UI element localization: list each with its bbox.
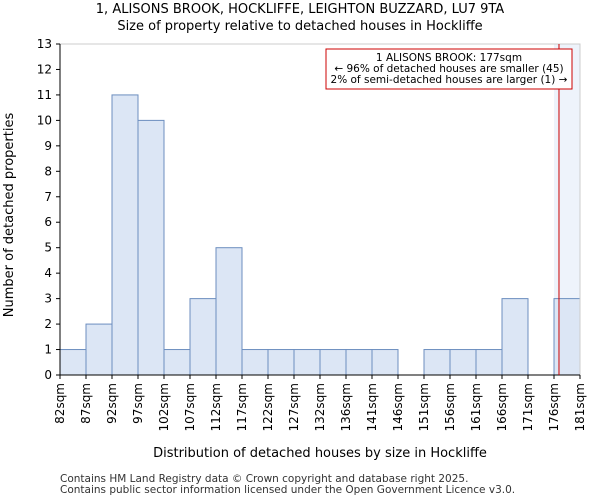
- x-tick-label: 151sqm: [417, 383, 431, 431]
- x-tick-label: 132sqm: [313, 383, 327, 431]
- footer-copyright: Contains HM Land Registry data © Crown c…: [60, 473, 469, 485]
- chart-title: 1, ALISONS BROOK, HOCKLIFFE, LEIGHTON BU…: [95, 2, 505, 17]
- x-tick-label: 166sqm: [495, 383, 509, 431]
- x-tick-label: 156sqm: [443, 383, 457, 431]
- annotation-larger: 2% of semi-detached houses are larger (1…: [331, 74, 568, 86]
- x-tick-label: 171sqm: [521, 383, 535, 431]
- x-tick-label: 107sqm: [183, 383, 197, 431]
- y-tick-label: 0: [44, 368, 52, 382]
- x-tick-label: 181sqm: [573, 383, 587, 431]
- x-tick-label: 176sqm: [547, 383, 561, 431]
- y-tick-label: 2: [44, 317, 52, 331]
- x-tick-label: 102sqm: [157, 383, 171, 431]
- y-axis-label: Number of detached properties: [2, 113, 17, 318]
- bar-82sqm: [59, 349, 87, 376]
- chart-subtitle: Size of property relative to detached ho…: [117, 19, 483, 34]
- bar-136sqm: [345, 349, 373, 376]
- y-tick-label: 11: [37, 88, 52, 102]
- annotation-smaller: ← 96% of detached houses are smaller (45…: [334, 63, 563, 75]
- y-tick-label: 4: [44, 266, 52, 280]
- x-tick-label: 141sqm: [365, 383, 379, 431]
- bar-102sqm: [163, 349, 191, 376]
- y-tick-label: 8: [44, 164, 52, 178]
- x-tick-label: 146sqm: [391, 383, 405, 431]
- x-tick-label: 87sqm: [79, 383, 93, 424]
- marker-annotation: 1 ALISONS BROOK: 177sqm ← 96% of detache…: [325, 48, 573, 90]
- y-tick-label: 13: [37, 37, 52, 51]
- y-tick-label: 3: [44, 292, 52, 306]
- y-tick-label: 7: [44, 190, 52, 204]
- annotation-box: [325, 48, 573, 90]
- bar-97sqm: [137, 119, 165, 376]
- footer-licence: Contains public sector information licen…: [60, 484, 516, 496]
- y-tick-label: 10: [37, 113, 52, 127]
- x-tick-label: 92sqm: [105, 383, 119, 424]
- bar-122sqm: [267, 349, 295, 376]
- bar-151sqm: [423, 349, 451, 376]
- bar-176sqm: [553, 298, 581, 376]
- x-tick-label: 127sqm: [287, 383, 301, 431]
- x-axis-label: Distribution of detached houses by size …: [153, 446, 487, 461]
- bar-166sqm: [501, 298, 529, 376]
- y-tick-label: 9: [44, 139, 52, 153]
- bar-117sqm: [241, 349, 269, 376]
- x-tick-label: 122sqm: [261, 383, 275, 431]
- x-tick-label: 136sqm: [339, 383, 353, 431]
- bar-141sqm: [371, 349, 399, 376]
- x-tick-label: 112sqm: [209, 383, 223, 431]
- y-tick-label: 6: [44, 215, 52, 229]
- x-tick-label: 82sqm: [53, 383, 67, 424]
- x-tick-label: 161sqm: [469, 383, 483, 431]
- bar-112sqm: [215, 247, 243, 376]
- bar-107sqm: [189, 298, 217, 376]
- y-tick-label: 1: [44, 343, 52, 357]
- bar-161sqm: [475, 349, 503, 376]
- annotation-title: 1 ALISONS BROOK: 177sqm: [376, 52, 522, 64]
- bar-132sqm: [319, 349, 347, 376]
- x-tick-label: 117sqm: [235, 383, 249, 431]
- bar-127sqm: [293, 349, 321, 376]
- x-tick-label: 97sqm: [131, 383, 145, 424]
- bar-87sqm: [85, 323, 113, 376]
- bar-92sqm: [111, 94, 139, 376]
- y-tick-label: 5: [44, 241, 52, 255]
- y-tick-label: 12: [37, 62, 52, 76]
- bar-156sqm: [449, 349, 477, 376]
